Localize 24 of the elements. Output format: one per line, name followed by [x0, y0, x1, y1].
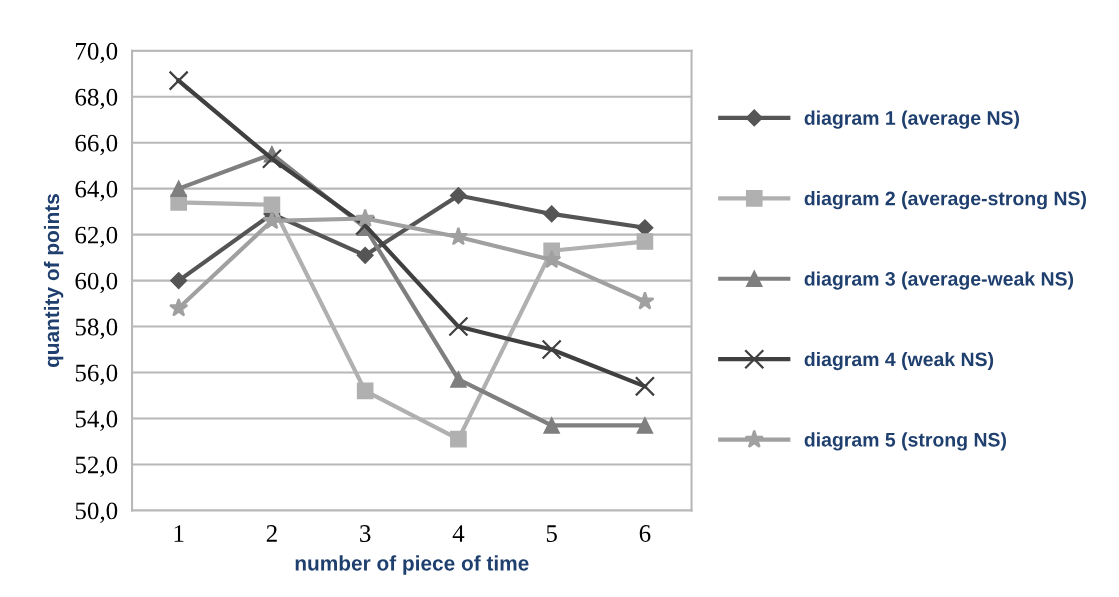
legend-label: diagram 1 (average NS) — [804, 110, 1020, 129]
y-tick-label: 58,0 — [75, 318, 118, 340]
x-tick-label: 6 — [639, 525, 651, 542]
x-tick-label: 1 — [174, 525, 184, 542]
y-tick-label: 60,0 — [75, 272, 118, 294]
x-tick-label: 3 — [360, 525, 371, 542]
x-axis-title: number of piece of time — [295, 555, 529, 575]
legend-label: diagram 5 (strong NS) — [804, 432, 1006, 451]
y-tick-label: 62,0 — [75, 226, 118, 248]
y-tick-label: 50,0 — [75, 502, 118, 523]
y-tick-label: 56,0 — [75, 364, 118, 386]
y-tick-label: 64,0 — [75, 180, 118, 202]
y-tick-label: 52,0 — [75, 456, 118, 477]
x-tick-label: 5 — [546, 525, 557, 542]
y-tick-label: 54,0 — [75, 410, 118, 432]
legend-label: diagram 2 (average-strong NS) — [804, 191, 1086, 210]
y-tick-label: 68,0 — [75, 88, 118, 110]
y-tick-label: 70,0 — [76, 42, 118, 64]
x-tick-label: 4 — [452, 525, 465, 542]
legend-label: diagram 4 (weak NS) — [804, 351, 994, 371]
legend-label: diagram 3 (average-weak NS) — [804, 271, 1074, 290]
y-tick-label: 66,0 — [75, 134, 118, 156]
x-tick-label: 2 — [266, 525, 277, 542]
y-axis-title: quantity of points — [43, 194, 64, 368]
